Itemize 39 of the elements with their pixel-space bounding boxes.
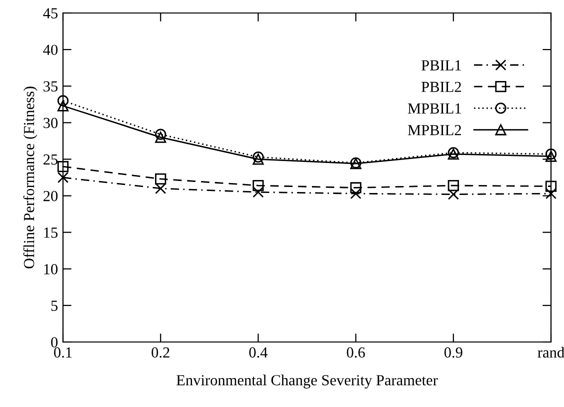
point — [57, 95, 69, 106]
x-tick-label: rand — [538, 346, 564, 358]
point — [252, 186, 264, 198]
point — [448, 188, 459, 200]
x-tick-label: 0.1 — [54, 347, 72, 358]
y-tick-label: 45 — [43, 8, 58, 18]
legend-label: PBIL1 — [421, 60, 461, 70]
point — [57, 100, 69, 112]
point — [252, 154, 264, 165]
y-tick-label: 30 — [44, 118, 58, 128]
y-tick-label: 40 — [43, 44, 58, 56]
y-tick-label: 35 — [44, 81, 58, 92]
point — [252, 180, 264, 192]
legend-label: PBIL2 — [421, 82, 461, 92]
point — [350, 188, 362, 200]
y-tick-label: 20 — [44, 190, 58, 202]
x-axis-title: Environmental Change Severity Parameter — [176, 374, 438, 389]
point — [155, 132, 166, 143]
point — [350, 182, 362, 194]
point — [57, 172, 69, 184]
point — [155, 173, 166, 185]
point — [252, 151, 264, 163]
y-tick-label: 15 — [44, 228, 58, 238]
point — [155, 182, 166, 194]
y-tick-label: 10 — [44, 264, 58, 274]
x-tick-label: 0.2 — [152, 347, 170, 358]
point — [545, 180, 557, 192]
point — [155, 128, 166, 140]
y-tick-label: 0 — [51, 337, 58, 348]
x-tick-label: 0.4 — [249, 347, 268, 358]
y-tick-label: 25 — [44, 154, 58, 165]
x-tick-label: 0.9 — [444, 347, 462, 358]
y-axis-title: Offline Performance (Fitness) — [23, 86, 38, 268]
point — [57, 160, 69, 172]
x-tick-label: 0.6 — [346, 347, 365, 358]
y-tick-label: 5 — [51, 300, 58, 311]
legend-label: MPBIL2 — [408, 124, 461, 136]
point — [448, 180, 459, 192]
legend-label: MPBIL1 — [408, 103, 461, 114]
